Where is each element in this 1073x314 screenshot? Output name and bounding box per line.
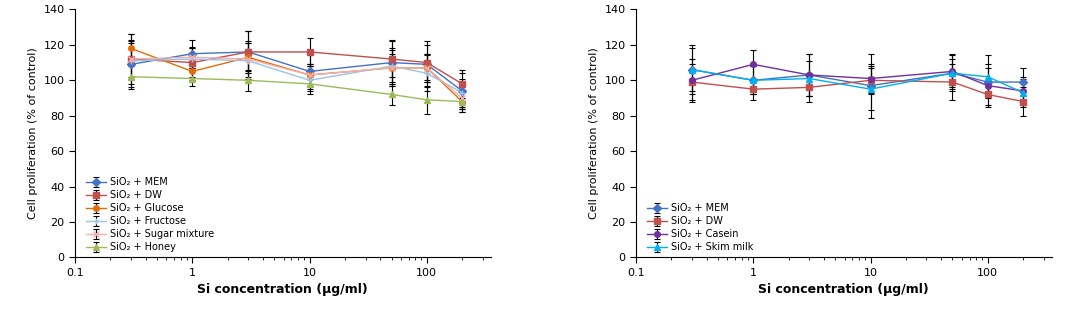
Legend: SiO₂ + MEM, SiO₂ + DW, SiO₂ + Casein, SiO₂ + Skim milk: SiO₂ + MEM, SiO₂ + DW, SiO₂ + Casein, Si… bbox=[645, 200, 755, 255]
Legend: SiO₂ + MEM, SiO₂ + DW, SiO₂ + Glucose, SiO₂ + Fructose, SiO₂ + Sugar mixture, Si: SiO₂ + MEM, SiO₂ + DW, SiO₂ + Glucose, S… bbox=[84, 175, 217, 255]
Y-axis label: Cell proliferation (% of control): Cell proliferation (% of control) bbox=[589, 48, 599, 219]
X-axis label: Si concentration (μg/ml): Si concentration (μg/ml) bbox=[759, 284, 929, 296]
X-axis label: Si concentration (μg/ml): Si concentration (μg/ml) bbox=[197, 284, 368, 296]
Y-axis label: Cell proliferation (% of control): Cell proliferation (% of control) bbox=[28, 48, 38, 219]
